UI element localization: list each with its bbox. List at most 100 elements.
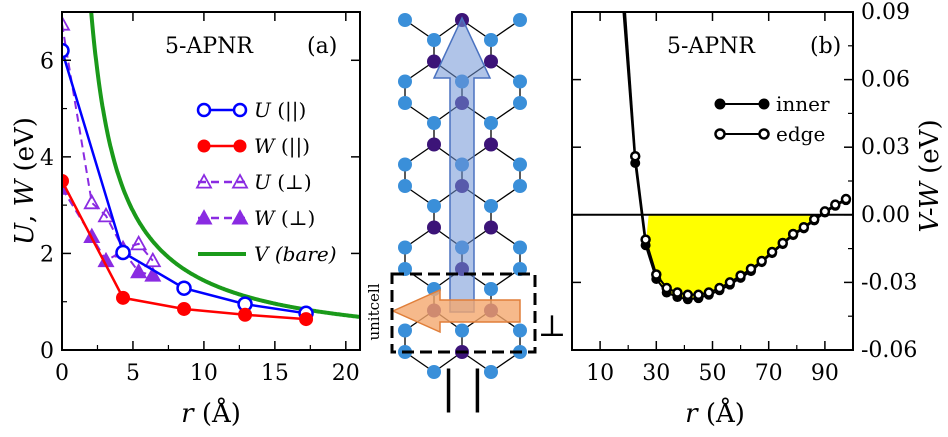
data-point-s1-2 bbox=[177, 301, 192, 316]
edge-steep-segment bbox=[624, 12, 637, 157]
xlabel-unit: (Å) bbox=[202, 397, 241, 429]
legend-marker-0-b bbox=[232, 102, 248, 118]
edge-point-10 bbox=[735, 270, 746, 281]
x-tick-label-10: 10 bbox=[190, 361, 218, 386]
panel-b-chart: 10 30 50 70 90 0.09 0.06 0.03 0.00 -0.03 -0.06 5-A… bbox=[571, 0, 945, 429]
edge-point-2 bbox=[651, 269, 662, 280]
edge-point-6 bbox=[693, 289, 704, 301]
edge-point-12 bbox=[756, 255, 767, 267]
x-tick-label-0: 0 bbox=[55, 361, 69, 386]
panel-a-legend: U (||) W (||) U (⊥) W (⊥) V (bare) bbox=[195, 98, 337, 266]
edge-atom bbox=[427, 116, 441, 130]
edge-point-3 bbox=[661, 282, 672, 294]
legend-b-label-edge: edge bbox=[776, 122, 825, 146]
legend-marker-3-b bbox=[231, 209, 249, 225]
panel-a-frame bbox=[61, 11, 361, 351]
edge-point-15 bbox=[787, 228, 799, 240]
data-point-s2-1 bbox=[83, 193, 101, 210]
series-line-2 bbox=[62, 23, 154, 262]
xlabel-var-b: r bbox=[685, 399, 699, 429]
inner-atom bbox=[484, 54, 498, 69]
data-point-s0-1 bbox=[115, 244, 131, 261]
legend-b-marker-0-a bbox=[714, 98, 726, 110]
b-x-tick-label-90: 90 bbox=[811, 361, 839, 386]
b-y-tick-label: 0.09 bbox=[861, 0, 910, 25]
legend-b-label-inner: inner bbox=[776, 92, 830, 116]
edge-atom bbox=[484, 365, 498, 379]
panel-b-frame bbox=[571, 11, 854, 351]
data-point-s1-0 bbox=[62, 174, 69, 188]
y-tick-label-0: 0 bbox=[40, 339, 54, 364]
edge-atom bbox=[513, 157, 527, 172]
edge-point-0 bbox=[629, 150, 641, 162]
panel-b-label: (b) bbox=[810, 34, 841, 59]
y-tick-label-4: 4 bbox=[40, 146, 54, 171]
panel-a-ylabel: U, W (eV) bbox=[10, 117, 40, 245]
edge-atom bbox=[513, 240, 527, 255]
edge-atom bbox=[427, 199, 441, 213]
perpendicular-direction-arrow bbox=[391, 288, 521, 334]
data-point-s0-0 bbox=[62, 42, 70, 59]
edge-point-18 bbox=[819, 206, 831, 217]
panel-b-ylabel: V-W (eV) bbox=[915, 119, 945, 232]
perpendicular-symbol: ⊥ bbox=[538, 309, 566, 344]
edge-atom bbox=[427, 365, 441, 379]
data-point-s1-1 bbox=[116, 290, 131, 305]
edge-point-1 bbox=[640, 234, 651, 245]
parallel-symbol: | | bbox=[441, 362, 485, 413]
data-point-s3-5 bbox=[144, 266, 162, 282]
panel-a-label: (a) bbox=[307, 34, 337, 59]
edge-atom bbox=[398, 96, 412, 110]
ylabel-var-w: W bbox=[10, 178, 40, 207]
panel-b-legend: inner edge bbox=[714, 92, 830, 146]
legend-marker-2-b bbox=[231, 173, 249, 189]
ylabel-var-u: U bbox=[10, 222, 40, 245]
edge-atom bbox=[484, 282, 498, 296]
data-point-s2-0 bbox=[62, 15, 71, 31]
edge-atom bbox=[398, 157, 412, 172]
legend-marker-1-a bbox=[197, 139, 211, 153]
ylabel-var-vw: V-W bbox=[915, 180, 945, 233]
edge-point-20 bbox=[840, 193, 852, 205]
data-point-s1-4 bbox=[299, 312, 314, 327]
edge-atom bbox=[513, 323, 527, 338]
edge-point-13 bbox=[766, 246, 778, 258]
data-point-s2-5 bbox=[144, 251, 162, 268]
data-point-s2-2 bbox=[97, 206, 115, 223]
legend-label-3: W (⊥) bbox=[254, 206, 315, 230]
edge-point-19 bbox=[830, 199, 841, 210]
unitcell-box bbox=[390, 272, 537, 354]
legend-marker-2-a bbox=[195, 173, 213, 189]
b-x-tick-label-10: 10 bbox=[586, 361, 614, 386]
legend-marker-0-a bbox=[196, 102, 212, 118]
edge-atom bbox=[398, 240, 412, 255]
panel-a-chart: 0 5 10 15 20 0 2 4 6 5-APNR (a) U (||) W (||) U (⊥… bbox=[10, 11, 361, 429]
inner-atom bbox=[484, 137, 498, 152]
edge-point-14 bbox=[777, 237, 788, 249]
edge-atom bbox=[513, 74, 527, 89]
b-y-tick-label: -0.03 bbox=[861, 270, 917, 295]
edge-atom bbox=[513, 13, 527, 27]
inner-atom bbox=[427, 137, 441, 152]
b-x-tick-label-30: 30 bbox=[642, 361, 670, 386]
edge-atom bbox=[398, 74, 412, 89]
b-x-tick-label-70: 70 bbox=[755, 361, 783, 386]
data-point-s3-4 bbox=[130, 262, 148, 279]
inner-atom bbox=[427, 220, 441, 235]
edge-atom bbox=[455, 323, 469, 338]
legend-marker-1-b bbox=[233, 139, 247, 153]
series-v-bare-line bbox=[89, 12, 360, 319]
edge-point-17 bbox=[808, 214, 820, 225]
data-point-s0-2 bbox=[176, 280, 192, 296]
data-point-s1-3 bbox=[238, 307, 253, 322]
edge-point-7 bbox=[703, 287, 715, 298]
panel-a-xlabel: r (Å) bbox=[181, 397, 241, 429]
y-tick-label-6: 6 bbox=[40, 49, 54, 74]
ylabel-unit: (eV) bbox=[10, 117, 40, 171]
edge-atom bbox=[513, 179, 527, 193]
edge-point-4 bbox=[672, 287, 683, 298]
unitcell-label: unitcell bbox=[365, 283, 383, 340]
edge-atom bbox=[427, 33, 441, 47]
legend-label-4: V (bare) bbox=[254, 242, 337, 266]
